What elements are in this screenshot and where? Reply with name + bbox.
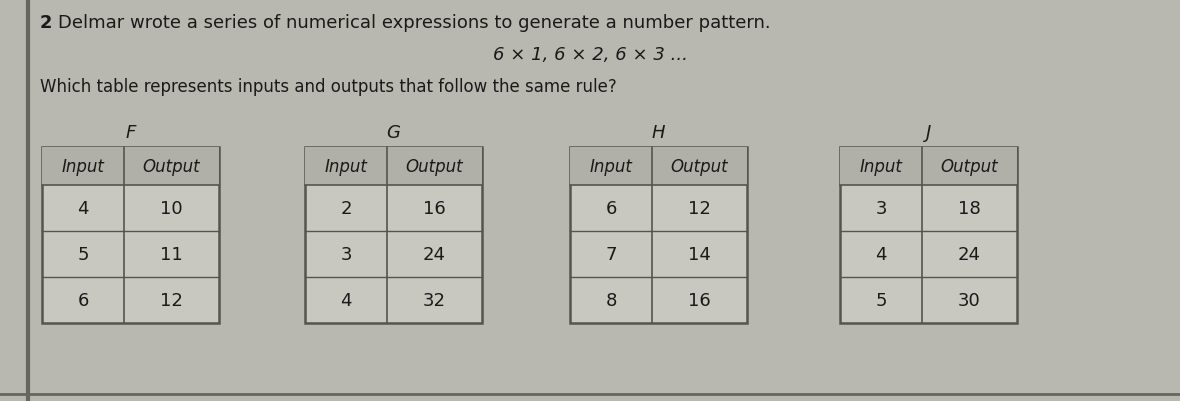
Text: 10: 10: [160, 200, 183, 217]
Text: 12: 12: [688, 200, 710, 217]
Text: 14: 14: [688, 245, 710, 263]
Text: 7: 7: [605, 245, 617, 263]
Text: 30: 30: [958, 291, 981, 309]
Text: Input: Input: [590, 158, 632, 176]
Text: 3: 3: [340, 245, 352, 263]
Text: F: F: [125, 124, 136, 142]
Text: 6 × 1, 6 × 2, 6 × 3 ...: 6 × 1, 6 × 2, 6 × 3 ...: [492, 46, 688, 64]
Text: 11: 11: [160, 245, 183, 263]
Text: 2: 2: [340, 200, 352, 217]
Text: 32: 32: [422, 291, 446, 309]
Bar: [840, 148, 1017, 186]
Text: J: J: [926, 124, 931, 142]
Text: 3: 3: [876, 200, 886, 217]
Text: 24: 24: [422, 245, 446, 263]
Bar: [304, 148, 481, 186]
Text: Input: Input: [324, 158, 367, 176]
Text: 2: 2: [40, 14, 52, 32]
Text: 4: 4: [876, 245, 886, 263]
Text: 8: 8: [605, 291, 617, 309]
Bar: [840, 148, 1017, 323]
Text: 18: 18: [958, 200, 981, 217]
Text: 6: 6: [78, 291, 88, 309]
Text: Which table represents inputs and outputs that follow the same rule?: Which table represents inputs and output…: [40, 78, 617, 96]
Text: 6: 6: [605, 200, 617, 217]
Bar: [570, 148, 747, 323]
Text: 5: 5: [77, 245, 88, 263]
Bar: [304, 148, 481, 323]
Bar: [570, 148, 747, 186]
Text: Delmar wrote a series of numerical expressions to generate a number pattern.: Delmar wrote a series of numerical expre…: [58, 14, 771, 32]
Text: Input: Input: [859, 158, 903, 176]
Text: Output: Output: [406, 158, 464, 176]
Text: 5: 5: [876, 291, 886, 309]
Text: H: H: [651, 124, 666, 142]
Text: Input: Input: [61, 158, 105, 176]
Bar: [42, 148, 219, 323]
Text: G: G: [387, 124, 400, 142]
Text: Output: Output: [143, 158, 201, 176]
Text: 4: 4: [340, 291, 352, 309]
Text: 16: 16: [424, 200, 446, 217]
Text: Output: Output: [670, 158, 728, 176]
Text: 12: 12: [160, 291, 183, 309]
Text: 24: 24: [958, 245, 981, 263]
Text: 16: 16: [688, 291, 710, 309]
Bar: [42, 148, 219, 186]
Text: 4: 4: [77, 200, 88, 217]
Text: Output: Output: [940, 158, 998, 176]
